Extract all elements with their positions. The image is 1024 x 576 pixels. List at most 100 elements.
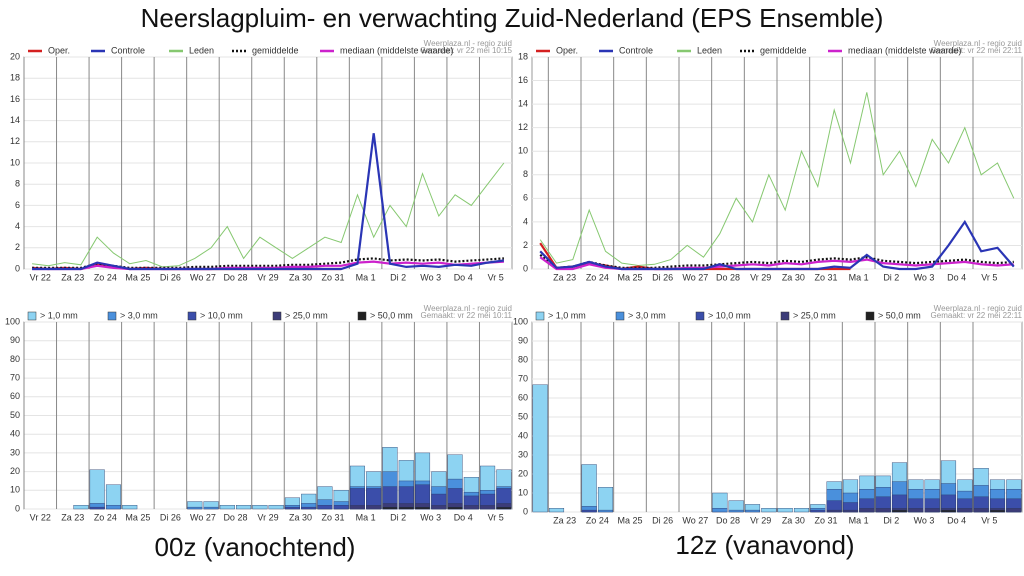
bar xyxy=(581,509,597,513)
x-tick-label: Do 28 xyxy=(716,272,740,282)
x-tick-label: Vr 22 xyxy=(30,272,51,282)
y-tick-label: 70 xyxy=(10,372,20,382)
bar xyxy=(908,508,924,513)
x-tick-label: Ma 1 xyxy=(356,512,376,522)
y-tick-label: 16 xyxy=(518,75,528,85)
y-tick-label: 90 xyxy=(518,335,528,345)
y-tick-label: 20 xyxy=(10,51,20,61)
bar xyxy=(187,506,203,510)
x-tick-label: Ma 1 xyxy=(849,515,869,525)
y-tick-label: 50 xyxy=(518,411,528,421)
caption: 00z (vanochtend) xyxy=(155,532,356,562)
y-tick-label: 40 xyxy=(518,430,528,440)
bar xyxy=(924,508,940,513)
bar xyxy=(744,509,761,513)
y-tick-label: 80 xyxy=(518,354,528,364)
y-tick-label: 50 xyxy=(10,410,20,420)
legend-label: > 3,0 mm xyxy=(628,310,666,320)
y-tick-label: 16 xyxy=(10,94,20,104)
bar xyxy=(496,506,512,510)
y-tick-label: 0 xyxy=(15,263,20,273)
bar xyxy=(333,505,349,510)
credit: Gemaakt: vr 22 mei 10:15 xyxy=(420,46,513,55)
bar xyxy=(480,505,496,510)
y-tick-label: 2 xyxy=(523,240,528,250)
y-tick-label: 4 xyxy=(15,221,20,231)
bar xyxy=(284,506,300,510)
x-tick-label: Za 30 xyxy=(289,272,312,282)
legend-swatch xyxy=(535,311,545,321)
bar xyxy=(301,506,317,510)
y-tick-label: 100 xyxy=(5,316,20,326)
legend-swatch xyxy=(615,311,625,321)
legend-label: mediaan (middelste waarde) xyxy=(848,45,962,55)
y-tick-label: 0 xyxy=(523,263,528,273)
y-tick-label: 60 xyxy=(10,391,20,401)
x-tick-label: Za 23 xyxy=(61,512,84,522)
x-tick-label: Di 26 xyxy=(160,272,181,282)
bar xyxy=(973,508,989,513)
x-tick-label: Do 28 xyxy=(223,512,247,522)
x-tick-label: Ma 1 xyxy=(849,272,869,282)
bar xyxy=(463,505,479,510)
x-tick-label: Ma 25 xyxy=(617,272,642,282)
series-line xyxy=(32,133,505,271)
legend-label: Oper. xyxy=(556,45,578,55)
bar xyxy=(989,509,1006,513)
legend-label: > 25,0 mm xyxy=(793,310,836,320)
bar xyxy=(548,508,565,513)
legend-label: Leden xyxy=(189,45,214,55)
credit: Weerplaza.nl - regio zuid xyxy=(934,39,1022,48)
x-tick-label: Di 2 xyxy=(390,512,406,522)
x-tick-label: Zo 24 xyxy=(94,272,117,282)
credit: Weerplaza.nl - regio zuid xyxy=(424,304,512,313)
bar xyxy=(105,505,121,510)
x-tick-label: Do 28 xyxy=(223,272,247,282)
x-tick-label: Wo 3 xyxy=(420,272,441,282)
bar xyxy=(761,508,777,513)
y-tick-label: 70 xyxy=(518,373,528,383)
legend-label: > 1,0 mm xyxy=(40,310,78,320)
y-tick-label: 6 xyxy=(15,200,20,210)
legend-label: Controle xyxy=(111,45,145,55)
bar xyxy=(826,509,842,513)
x-tick-label: Vr 5 xyxy=(488,512,504,522)
credit: Weerplaza.nl - regio zuid xyxy=(424,39,512,48)
x-tick-label: Di 26 xyxy=(160,512,181,522)
legend-label: Oper. xyxy=(48,45,70,55)
x-tick-label: Di 26 xyxy=(652,272,673,282)
x-tick-label: Vr 29 xyxy=(750,272,771,282)
bar xyxy=(532,384,548,513)
bar xyxy=(122,505,138,510)
x-tick-label: Za 23 xyxy=(553,515,576,525)
y-tick-label: 2 xyxy=(15,242,20,252)
bar xyxy=(957,508,973,513)
bar xyxy=(891,509,908,513)
legend-label: > 3,0 mm xyxy=(120,310,158,320)
series-line xyxy=(539,92,1015,267)
y-tick-label: 8 xyxy=(15,179,20,189)
series-line xyxy=(32,257,504,269)
legend-swatch xyxy=(107,311,117,321)
x-tick-label: Za 30 xyxy=(289,512,312,522)
bar xyxy=(398,506,414,510)
bar xyxy=(89,469,105,510)
bar xyxy=(581,464,597,513)
y-tick-label: 10 xyxy=(518,146,528,156)
y-tick-label: 10 xyxy=(10,485,20,495)
y-tick-label: 14 xyxy=(518,98,528,108)
x-tick-label: Za 23 xyxy=(61,272,84,282)
y-tick-label: 8 xyxy=(523,169,528,179)
bar xyxy=(431,505,447,510)
legend-label: Leden xyxy=(697,45,722,55)
x-tick-label: Wo 3 xyxy=(914,515,935,525)
x-tick-label: Do 28 xyxy=(716,515,740,525)
x-tick-label: Di 2 xyxy=(390,272,406,282)
y-tick-label: 10 xyxy=(10,157,20,167)
credit: Weerplaza.nl - regio zuid xyxy=(934,304,1022,313)
x-tick-label: Zo 31 xyxy=(322,512,345,522)
x-tick-label: Do 4 xyxy=(947,272,966,282)
legend-label: > 50,0 mm xyxy=(370,310,413,320)
x-tick-label: Zo 24 xyxy=(586,515,609,525)
